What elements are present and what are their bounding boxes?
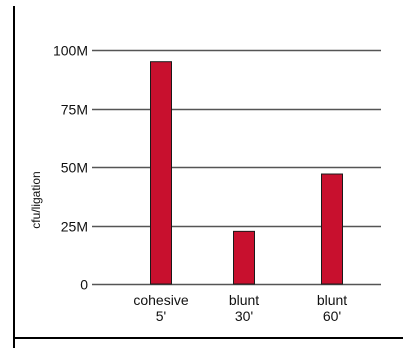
y-tick-label-4: 100M [53, 43, 88, 59]
bars [150, 61, 343, 285]
bar-1 [233, 230, 255, 285]
x-tick-label-line: blunt [317, 292, 347, 308]
x-tick-labels: cohesive 5'blunt 30'blunt 60' [133, 292, 347, 324]
bar-2 [321, 173, 343, 285]
x-tick-label-0: cohesive 5' [133, 292, 188, 324]
x-tick-label-line: 5' [156, 308, 166, 324]
x-tick-label-1: blunt 30' [229, 292, 259, 324]
x-tick-label-line: 30' [235, 308, 253, 324]
y-tick-label-0: 0 [80, 277, 88, 293]
x-tick-label-line: blunt [229, 292, 259, 308]
y-axis-label: cfu/ligation [29, 171, 43, 228]
x-tick-label-line: cohesive [133, 292, 188, 308]
y-tick-label-2: 50M [61, 160, 88, 176]
y-tick-labels: 0 25M 50M 75M 100M [53, 43, 88, 293]
y-tick-label-3: 75M [61, 102, 88, 118]
x-tick-label-line: 60' [323, 308, 341, 324]
chart-border [13, 6, 403, 348]
bar-0 [150, 61, 172, 285]
y-tick-label-1: 25M [61, 219, 88, 235]
x-tick-label-2: blunt 60' [317, 292, 347, 324]
